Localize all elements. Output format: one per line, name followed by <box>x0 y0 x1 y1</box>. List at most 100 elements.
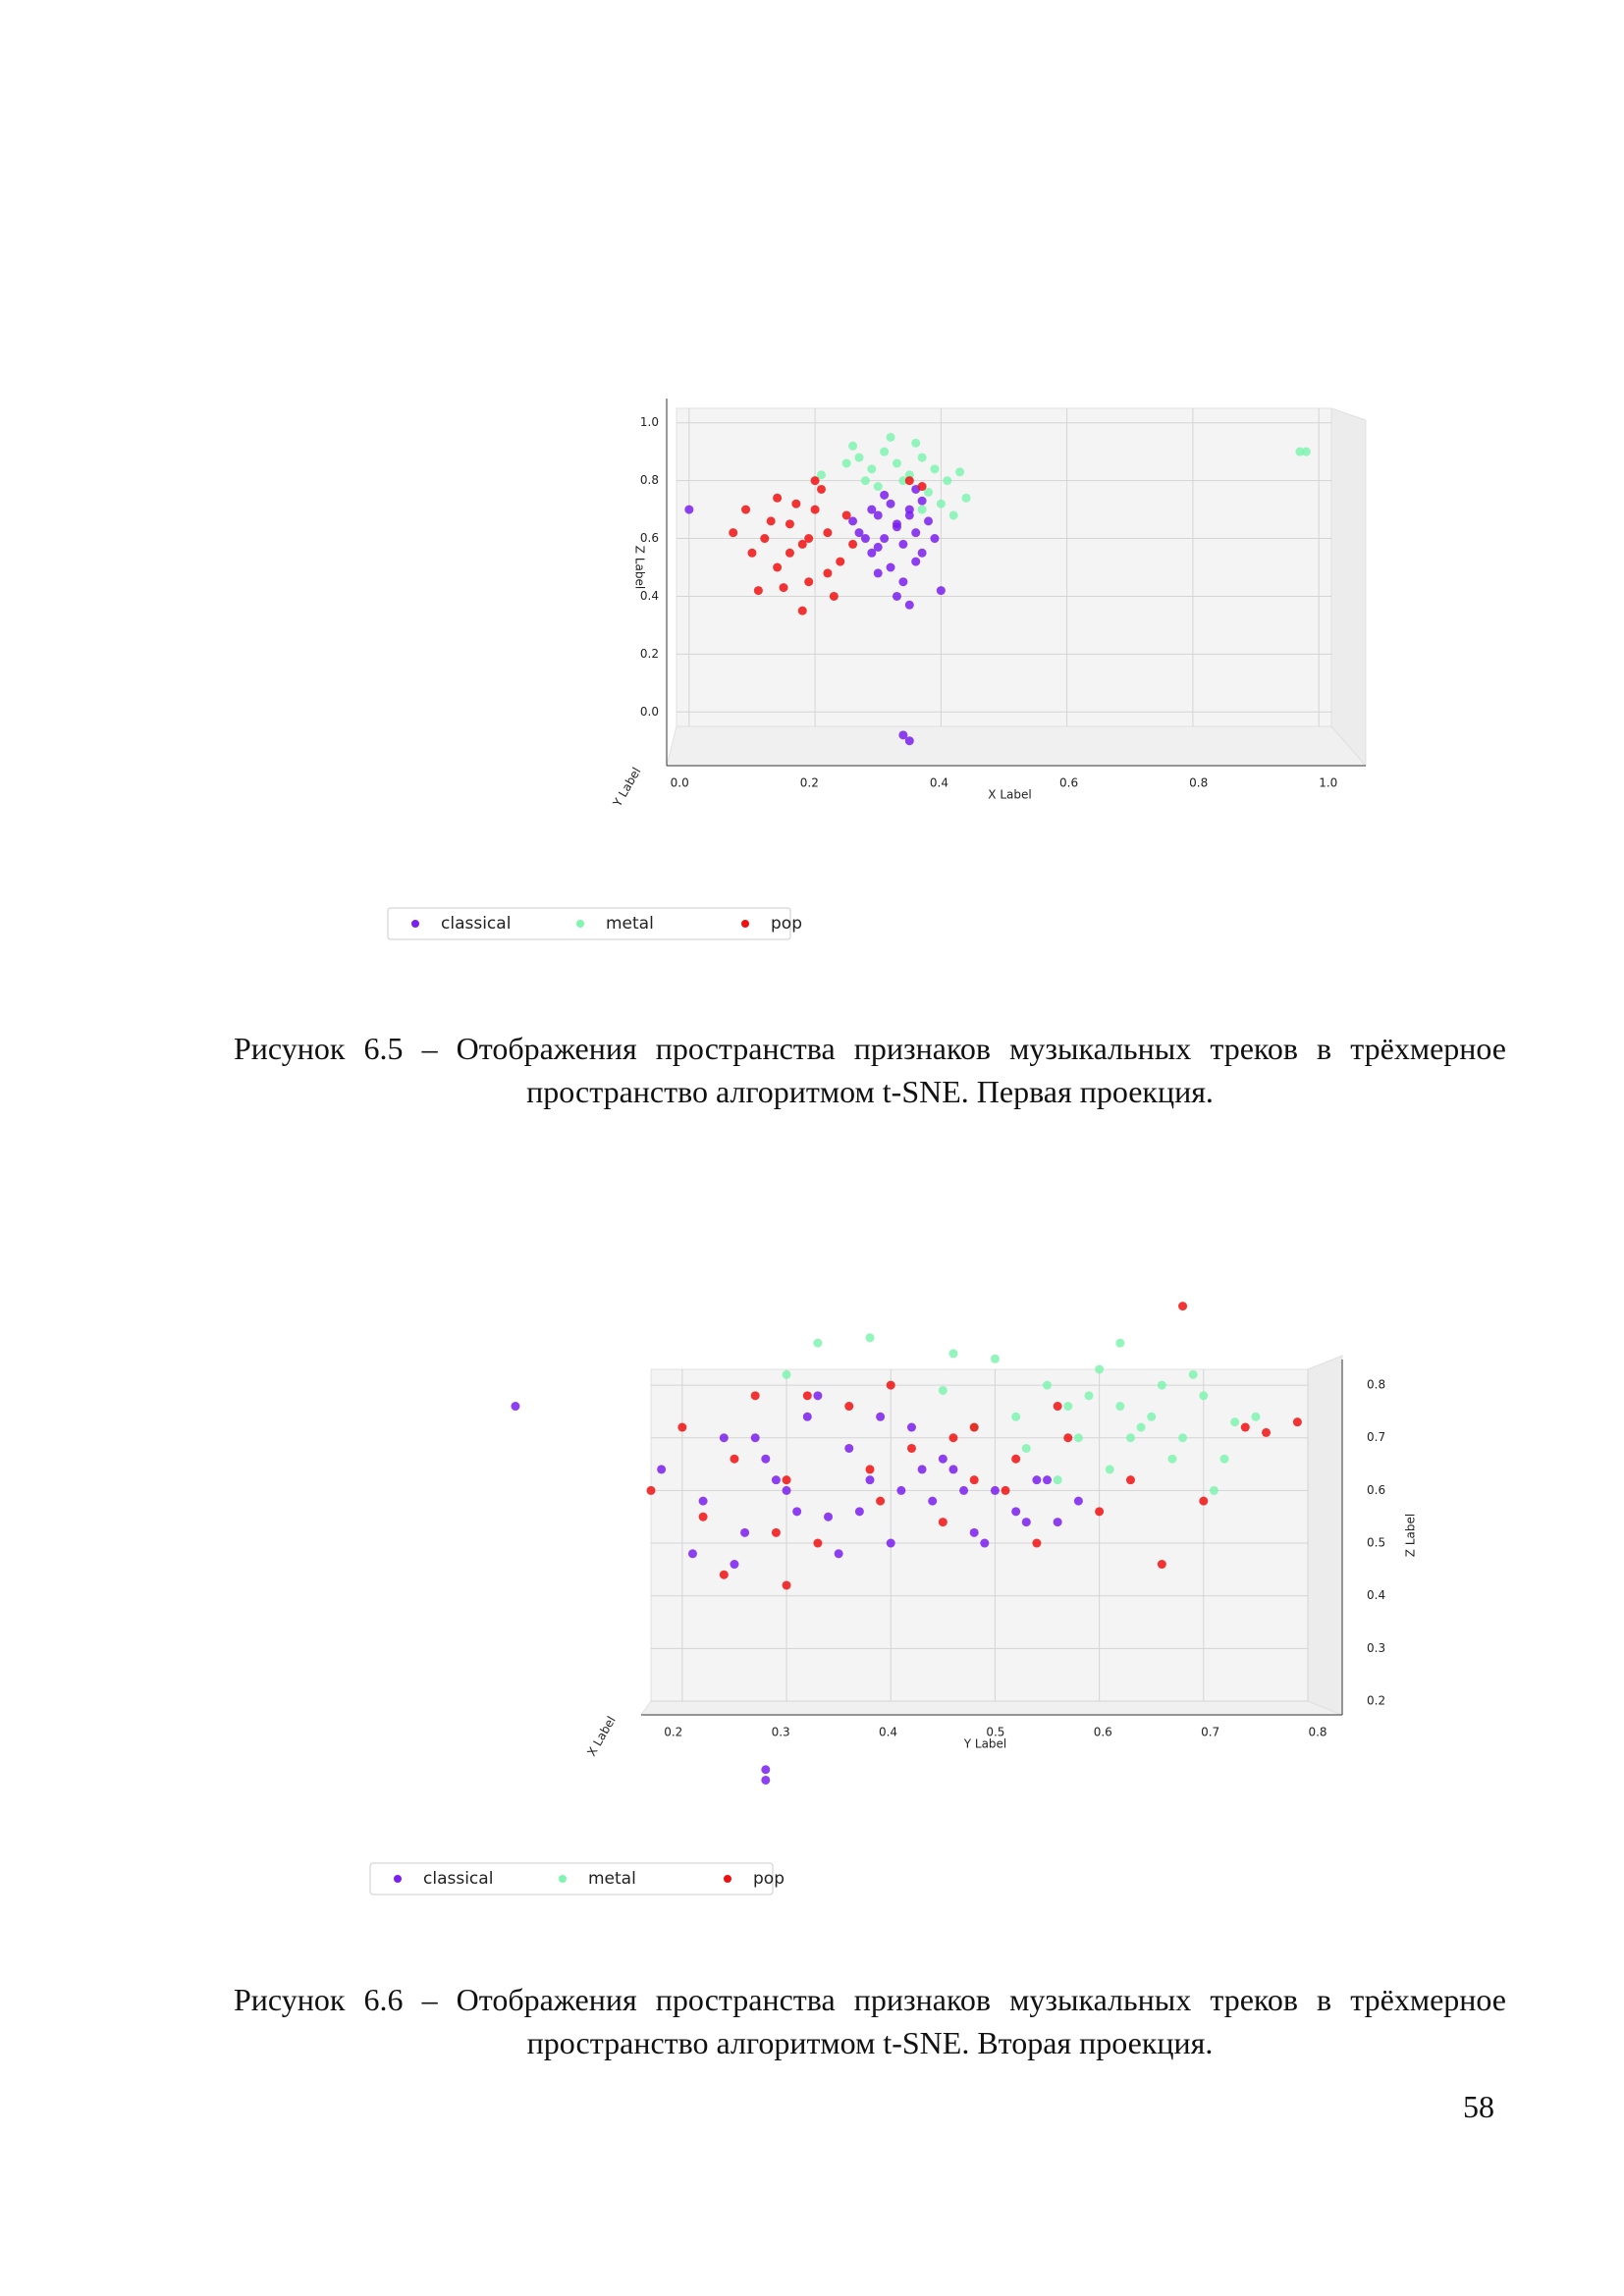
legend-marker <box>724 1875 731 1883</box>
point <box>848 516 858 526</box>
point <box>917 482 927 492</box>
point <box>761 1765 771 1775</box>
point <box>1125 1475 1135 1485</box>
point <box>1157 1560 1166 1570</box>
point <box>785 548 794 558</box>
point <box>773 493 783 503</box>
point <box>865 1333 875 1343</box>
point <box>906 1422 916 1432</box>
point <box>860 534 870 544</box>
point <box>898 730 908 740</box>
depth-axis-label: Y Label <box>610 765 643 810</box>
point <box>844 1402 854 1412</box>
point <box>785 519 794 529</box>
x-tick-label: 0.4 <box>879 1726 897 1739</box>
point <box>1147 1412 1157 1421</box>
point <box>730 1454 739 1464</box>
point <box>1199 1496 1209 1506</box>
point <box>1084 1391 1094 1401</box>
y-tick-label: 0.6 <box>640 531 659 545</box>
point <box>848 539 858 549</box>
point <box>1125 1433 1135 1443</box>
y-tick-label: 1.0 <box>640 415 659 429</box>
point <box>802 1391 812 1401</box>
point <box>980 1538 990 1548</box>
point <box>782 1475 791 1485</box>
point <box>766 516 776 526</box>
point <box>646 1485 656 1495</box>
point <box>904 736 914 746</box>
caption: Рисунок 6.6 – Отображения пространства п… <box>234 1982 1506 2060</box>
point <box>730 1560 739 1570</box>
point <box>747 548 757 558</box>
point <box>876 1412 886 1421</box>
point <box>911 528 921 538</box>
point <box>792 1507 802 1517</box>
point <box>1011 1412 1021 1421</box>
point <box>936 499 946 508</box>
point <box>1053 1518 1062 1527</box>
point <box>886 499 895 508</box>
point <box>1262 1427 1272 1437</box>
point <box>760 534 770 544</box>
point <box>1251 1412 1261 1421</box>
point <box>782 1580 791 1590</box>
point <box>813 1391 823 1401</box>
point <box>1240 1422 1250 1432</box>
point <box>928 1496 938 1506</box>
x-tick-label: 0.4 <box>930 776 948 790</box>
point <box>841 458 851 468</box>
point <box>917 505 927 514</box>
point <box>1209 1485 1218 1495</box>
y-tick-label: 0.6 <box>1367 1483 1385 1497</box>
point <box>1178 1433 1188 1443</box>
x-tick-label: 0.0 <box>671 776 689 790</box>
legend-label: classical <box>423 1869 493 1889</box>
point <box>844 1443 854 1453</box>
x-tick-label: 0.2 <box>664 1726 682 1739</box>
point <box>1073 1496 1083 1506</box>
point <box>761 1454 771 1464</box>
point <box>1021 1518 1031 1527</box>
point <box>1053 1402 1062 1412</box>
point <box>880 534 890 544</box>
point <box>867 548 877 558</box>
point <box>886 432 895 442</box>
point <box>1095 1507 1105 1517</box>
legend-label: classical <box>441 914 511 934</box>
point <box>906 1443 916 1453</box>
point <box>750 1391 760 1401</box>
point <box>917 453 927 462</box>
point <box>817 470 827 480</box>
legend-marker <box>559 1875 567 1883</box>
point <box>824 1512 834 1522</box>
side-pane <box>1330 407 1367 768</box>
point <box>924 487 934 497</box>
point <box>969 1475 979 1485</box>
point <box>719 1433 729 1443</box>
point <box>898 539 908 549</box>
point <box>938 1518 947 1527</box>
point <box>1073 1433 1083 1443</box>
legend-label: pop <box>753 1869 785 1889</box>
z-axis-label: Z Label <box>633 546 647 589</box>
y-tick-label: 0.3 <box>1367 1641 1385 1655</box>
point <box>841 510 851 520</box>
point <box>1157 1380 1166 1390</box>
point <box>876 1496 886 1506</box>
point <box>813 1338 823 1348</box>
point <box>823 568 833 578</box>
point <box>687 1549 697 1559</box>
point <box>892 522 901 532</box>
point <box>955 467 965 477</box>
point <box>880 447 890 456</box>
legend-marker <box>411 920 419 928</box>
point <box>657 1465 667 1474</box>
point <box>898 577 908 587</box>
point <box>804 534 814 544</box>
point <box>1188 1369 1198 1379</box>
point <box>1105 1465 1114 1474</box>
point <box>1178 1302 1188 1311</box>
